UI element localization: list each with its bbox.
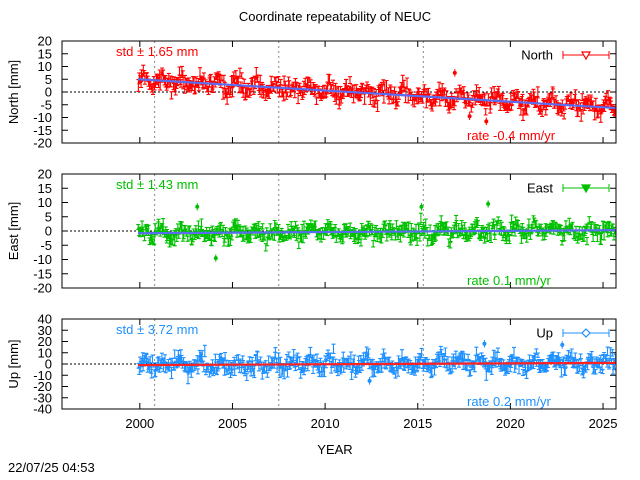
xtick-label: 2025: [589, 416, 618, 431]
north-series: [136, 64, 616, 126]
east-ytick-label: 5: [45, 209, 52, 224]
east-legend-label: East: [527, 181, 553, 196]
xtick-label: 2010: [311, 416, 340, 431]
east-ytick-label: -5: [40, 238, 52, 253]
north-ytick-label: -20: [33, 136, 52, 151]
up-ytick-label: -40: [33, 402, 52, 417]
north-ytick-label: 20: [38, 34, 52, 49]
east-ytick-label: -20: [33, 281, 52, 296]
east-ytick-label: 20: [38, 167, 52, 182]
east-series: [136, 200, 616, 262]
north-outlier-point: [484, 119, 489, 124]
north-ytick-label: 0: [45, 85, 52, 100]
north-ytick-label: -5: [40, 97, 52, 112]
east-ytick-label: 15: [38, 181, 52, 196]
up-ytick-label: 40: [38, 312, 52, 327]
up-outlier-point: [367, 378, 372, 383]
up-ytick-label: 20: [38, 334, 52, 349]
up-rate-text: rate 0.2 mm/yr: [467, 394, 551, 409]
chart-title: Coordinate repeatability of NEUC: [239, 9, 431, 24]
east-outlier-point: [419, 204, 424, 209]
north-ytick-label: -15: [33, 123, 52, 138]
up-std-text: std ± 3.72 mm: [116, 322, 198, 337]
up-ytick-label: -10: [33, 368, 52, 383]
east-trend-line: [137, 229, 616, 235]
timestamp: 22/07/25 04:53: [8, 460, 95, 475]
up-outlier-point: [560, 342, 565, 347]
north-outlier-point: [452, 70, 457, 75]
north-ytick-label: 10: [38, 59, 52, 74]
up-ytick-label: 30: [38, 323, 52, 338]
up-legend-marker: [581, 328, 591, 338]
north-legend-marker: [580, 51, 592, 61]
north-y-axis-label: North [mm]: [6, 60, 21, 124]
xtick-label: 2000: [125, 416, 154, 431]
up-y-axis-label: Up [mm]: [6, 339, 21, 388]
east-axes-box: [61, 173, 617, 289]
north-rate-text: rate -0.4 mm/yr: [467, 128, 556, 143]
up-axes-box: [61, 318, 617, 410]
north-trend-line: [137, 78, 616, 110]
east-y-axis-label: East [mm]: [6, 202, 21, 261]
east-rate-text: rate 0.1 mm/yr: [467, 273, 551, 288]
north-ytick-label: -10: [33, 110, 52, 125]
north-ytick-label: 5: [45, 72, 52, 87]
east-std-text: std ± 1.43 mm: [116, 177, 198, 192]
up-ytick-label: -20: [33, 379, 52, 394]
east-ytick-label: 10: [38, 195, 52, 210]
north-axes-box: [61, 40, 617, 144]
east-outlier-point: [195, 204, 200, 209]
xtick-label: 2005: [218, 416, 247, 431]
up-series: [136, 339, 616, 385]
up-outlier-point: [482, 341, 487, 346]
x-axis-label: YEAR: [317, 442, 352, 457]
east-ytick-label: 0: [45, 224, 52, 239]
xtick-label: 2020: [496, 416, 525, 431]
up-ytick-label: 10: [38, 345, 52, 360]
east-outlier-point: [213, 256, 218, 261]
east-outlier-point: [486, 201, 491, 206]
east-legend-marker: [580, 184, 592, 194]
east-ytick-label: -10: [33, 252, 52, 267]
north-legend-label: North: [521, 48, 553, 63]
north-ytick-label: 15: [38, 46, 52, 61]
up-ytick-label: -30: [33, 390, 52, 405]
up-ytick-label: 0: [45, 357, 52, 372]
east-ytick-label: -15: [33, 266, 52, 281]
xtick-label: 2015: [403, 416, 432, 431]
north-std-text: std ± 1.65 mm: [116, 44, 198, 59]
up-trend-line: [137, 361, 616, 367]
north-outlier-point: [467, 114, 472, 119]
up-legend-label: Up: [536, 326, 553, 341]
